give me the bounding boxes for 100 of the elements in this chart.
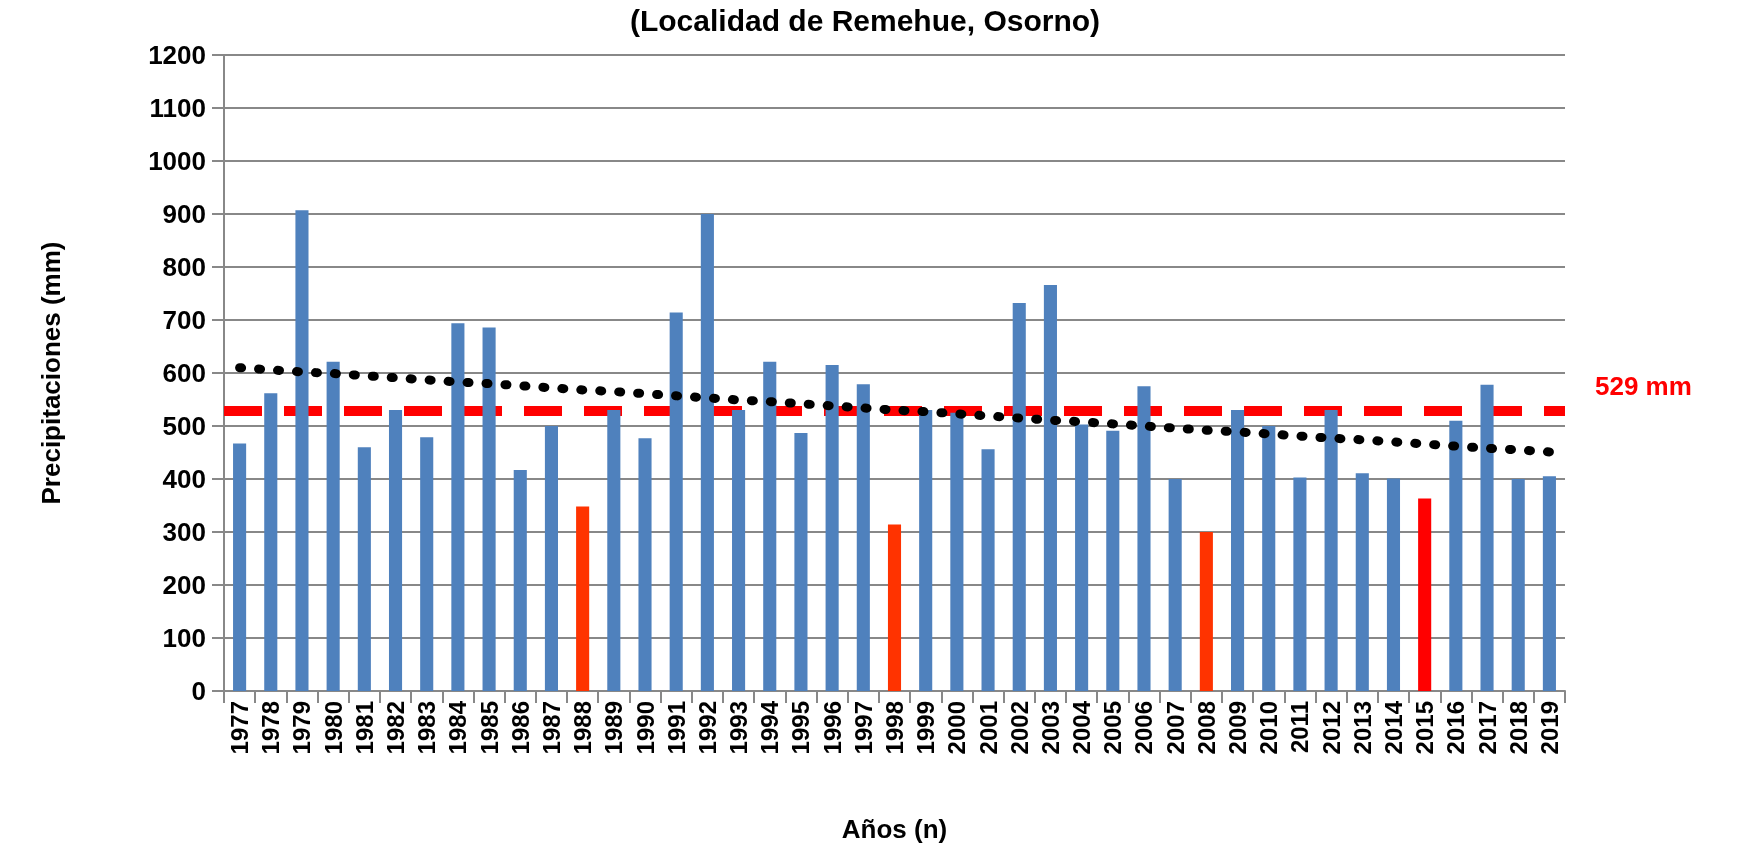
- y-tick-label: 600: [162, 358, 206, 388]
- y-axis-title: Precipitaciones (mm): [36, 241, 66, 505]
- x-tick-label: 2008: [1192, 701, 1220, 755]
- x-tick-label: 2006: [1130, 701, 1158, 755]
- x-tick-label: 1979: [288, 701, 316, 755]
- x-tick-label: 2013: [1348, 701, 1376, 755]
- bar: [420, 437, 434, 691]
- x-tick-label: 1988: [569, 701, 597, 755]
- x-tick-label: 2012: [1317, 701, 1345, 755]
- y-tick-label: 300: [162, 517, 206, 547]
- x-tick-label: 2007: [1161, 701, 1189, 755]
- y-tick-label: 200: [162, 570, 206, 600]
- chart-title: (Localidad de Remehue, Osorno): [629, 3, 1101, 37]
- x-tick-label: 1991: [662, 701, 690, 755]
- x-tick-label: 1998: [881, 701, 908, 755]
- bar: [1199, 532, 1213, 691]
- x-tick-label: 1996: [818, 701, 846, 755]
- bar: [763, 361, 777, 691]
- x-tick-label: 2004: [1068, 700, 1096, 755]
- bar: [295, 210, 309, 691]
- x-tick-label: 1984: [444, 700, 472, 755]
- bar: [1449, 420, 1463, 691]
- bar: [919, 410, 933, 691]
- y-tick-label: 800: [162, 252, 206, 282]
- bar: [1043, 285, 1057, 691]
- bar: [1231, 410, 1245, 691]
- y-tick-label: 400: [162, 464, 206, 494]
- y-tick-label: 900: [162, 199, 206, 229]
- x-tick-label: 2016: [1442, 701, 1470, 755]
- bar: [1542, 476, 1556, 691]
- bar: [700, 214, 714, 691]
- bar: [233, 443, 247, 691]
- bar: [638, 438, 652, 691]
- x-tick-label: 2015: [1411, 701, 1439, 755]
- bar: [513, 469, 527, 691]
- x-tick-label: 2003: [1036, 701, 1064, 755]
- x-tick-label: 2014: [1379, 700, 1407, 755]
- x-tick-label: 2005: [1099, 701, 1127, 755]
- bar: [607, 410, 621, 691]
- bar: [669, 312, 683, 691]
- bar: [1012, 303, 1026, 691]
- bar: [1418, 498, 1432, 691]
- x-tick-label: 1983: [413, 701, 441, 755]
- y-tick-label: 0: [191, 676, 206, 706]
- x-tick-label: 2000: [943, 701, 971, 755]
- bar: [326, 361, 340, 691]
- bar: [1137, 386, 1151, 691]
- y-tick-label: 1100: [149, 93, 206, 123]
- bar: [1511, 479, 1525, 691]
- x-tick-label: 1985: [475, 701, 503, 755]
- bar: [1293, 477, 1307, 691]
- y-tick-label: 700: [162, 305, 206, 335]
- x-tick-label: 2009: [1224, 701, 1252, 755]
- bar: [794, 432, 808, 691]
- x-tick-label: 2001: [974, 701, 1002, 755]
- x-tick-label: 1977: [226, 701, 254, 755]
- bar: [388, 410, 403, 691]
- bar: [856, 384, 870, 691]
- bar: [981, 449, 995, 691]
- bar: [482, 327, 496, 691]
- x-tick-label: 2002: [1005, 701, 1033, 755]
- x-tick-label: 1982: [382, 701, 410, 755]
- x-tick-label: 1990: [631, 701, 659, 755]
- ref-line-label: 529 mm: [1595, 370, 1692, 401]
- x-tick-label: 1980: [319, 701, 347, 755]
- x-tick-label: 1999: [912, 701, 940, 755]
- bar: [732, 410, 746, 691]
- bar: [1324, 410, 1338, 691]
- x-tick-label: 1995: [787, 701, 815, 755]
- bar: [887, 524, 902, 691]
- y-tick-label: 500: [162, 411, 206, 441]
- x-axis-title: Años (n): [841, 814, 948, 844]
- y-tick-label: 1000: [148, 146, 206, 176]
- bar: [950, 412, 964, 691]
- bar: [264, 393, 278, 691]
- x-tick-label: 1986: [506, 701, 534, 755]
- x-tick-label: 1981: [350, 701, 378, 755]
- x-tick-label: 1994: [756, 700, 784, 755]
- bar: [451, 323, 465, 691]
- bar: [1168, 479, 1182, 691]
- x-tick-label: 1987: [537, 701, 565, 755]
- bar: [576, 506, 590, 691]
- x-tick-label: 2010: [1255, 701, 1283, 755]
- x-tick-label: 1992: [693, 701, 721, 755]
- x-tick-label: 1978: [257, 701, 285, 755]
- bar: [1075, 424, 1089, 691]
- bar: [1480, 384, 1494, 691]
- x-tick-label: 2019: [1535, 701, 1563, 755]
- bar: [1262, 426, 1276, 691]
- x-tick-label: 1997: [849, 701, 877, 755]
- x-tick-label: 1993: [725, 701, 753, 755]
- x-tick-label: 2018: [1504, 701, 1532, 755]
- x-tick-label: 1989: [600, 701, 628, 755]
- y-tick-label: 1200: [148, 40, 206, 70]
- x-tick-label: 2011: [1286, 701, 1314, 754]
- y-tick-label: 100: [162, 623, 206, 653]
- bar: [1355, 473, 1369, 691]
- bar: [1386, 478, 1401, 691]
- x-tick-label: 2017: [1473, 701, 1501, 755]
- bar: [544, 426, 558, 691]
